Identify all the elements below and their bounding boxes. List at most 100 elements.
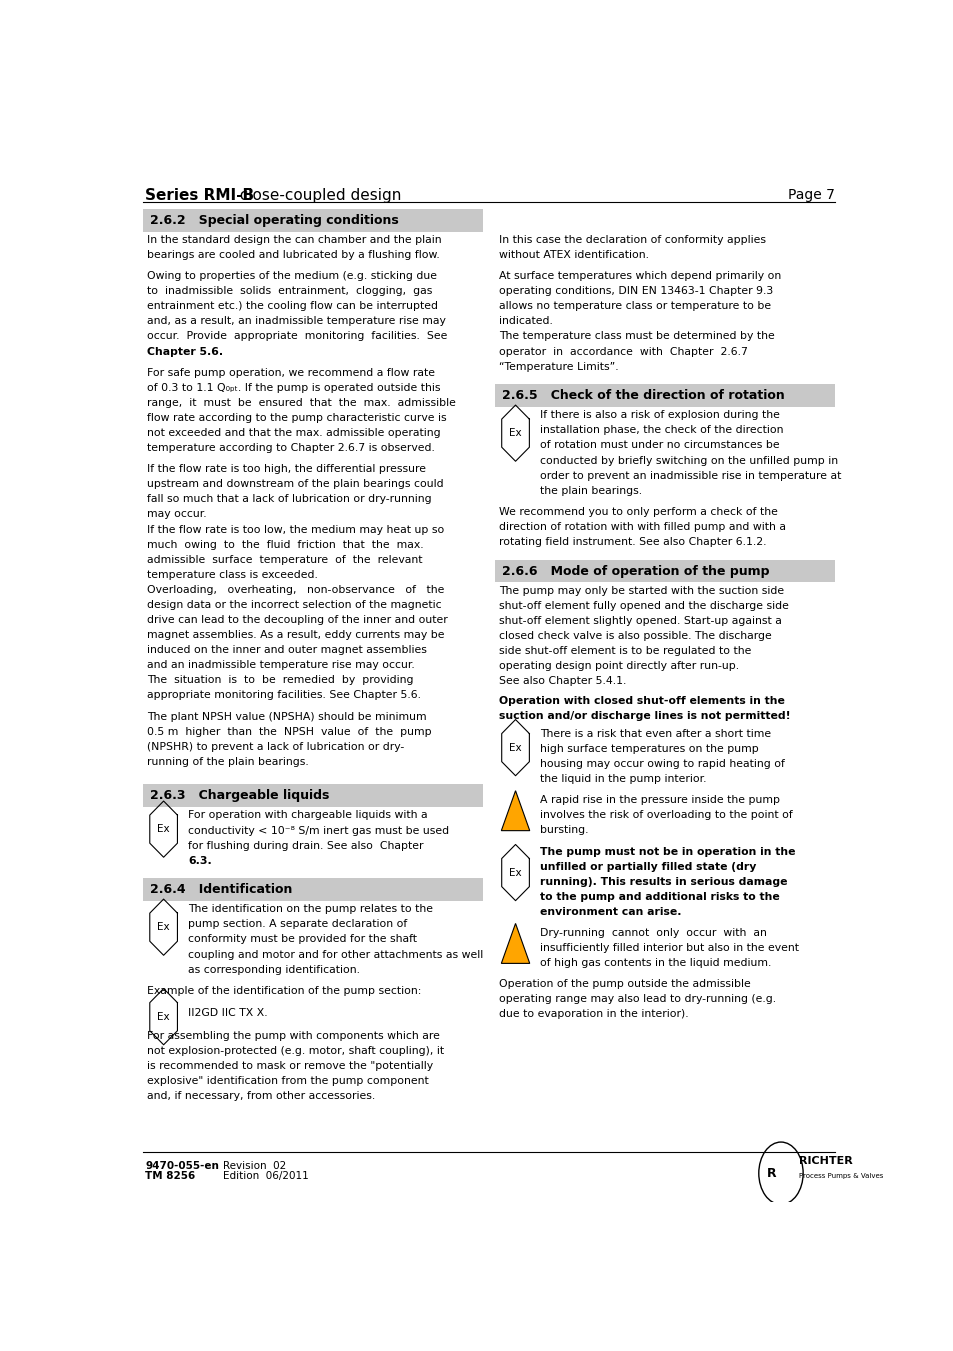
Text: temperature according to Chapter 2.6.7 is observed.: temperature according to Chapter 2.6.7 i…	[147, 443, 435, 453]
Text: close-coupled design: close-coupled design	[230, 188, 401, 203]
Text: For assembling the pump with components which are: For assembling the pump with components …	[147, 1031, 439, 1042]
Text: pump section. A separate declaration of: pump section. A separate declaration of	[188, 920, 407, 929]
Text: The  situation  is  to  be  remedied  by  providing: The situation is to be remedied by provi…	[147, 676, 414, 685]
Text: drive can lead to the decoupling of the inner and outer: drive can lead to the decoupling of the …	[147, 615, 448, 626]
Text: allows no temperature class or temperature to be: allows no temperature class or temperatu…	[498, 301, 771, 311]
Text: conducted by briefly switching on the unfilled pump in: conducted by briefly switching on the un…	[539, 455, 837, 466]
FancyBboxPatch shape	[495, 559, 834, 582]
Text: suction and/or discharge lines is not permitted!: suction and/or discharge lines is not pe…	[498, 711, 790, 721]
Text: The temperature class must be determined by the: The temperature class must be determined…	[498, 331, 774, 342]
Text: “Temperature Limits”.: “Temperature Limits”.	[498, 362, 618, 372]
Text: coupling and motor and for other attachments as well: coupling and motor and for other attachm…	[188, 950, 483, 959]
Text: design data or the incorrect selection of the magnetic: design data or the incorrect selection o…	[147, 600, 441, 609]
Text: of high gas contents in the liquid medium.: of high gas contents in the liquid mediu…	[539, 958, 771, 969]
Text: involves the risk of overloading to the point of: involves the risk of overloading to the …	[539, 811, 792, 820]
Text: admissible  surface  temperature  of  the  relevant: admissible surface temperature of the re…	[147, 555, 422, 565]
Text: flow rate according to the pump characteristic curve is: flow rate according to the pump characte…	[147, 413, 447, 423]
Text: Overloading,   overheating,   non-observance   of   the: Overloading, overheating, non-observance…	[147, 585, 444, 594]
Text: to the pump and additional risks to the: to the pump and additional risks to the	[539, 892, 779, 902]
Text: The plant NPSH value (NPSHA) should be minimum: The plant NPSH value (NPSHA) should be m…	[147, 712, 427, 721]
Text: In the standard design the can chamber and the plain: In the standard design the can chamber a…	[147, 235, 441, 245]
Text: In this case the declaration of conformity applies: In this case the declaration of conformi…	[498, 235, 765, 245]
Text: Ex: Ex	[509, 867, 521, 878]
Text: Revision  02: Revision 02	[222, 1161, 286, 1171]
Text: operating design point directly after run-up.: operating design point directly after ru…	[498, 661, 739, 671]
Text: The pump must not be in operation in the: The pump must not be in operation in the	[539, 847, 795, 857]
Text: Process Pumps & Valves: Process Pumps & Valves	[799, 1174, 882, 1179]
Text: Edition  06/2011: Edition 06/2011	[222, 1171, 308, 1181]
Text: and, if necessary, from other accessories.: and, if necessary, from other accessorie…	[147, 1092, 375, 1101]
Text: the plain bearings.: the plain bearings.	[539, 486, 641, 496]
Text: A rapid rise in the pressure inside the pump: A rapid rise in the pressure inside the …	[539, 796, 780, 805]
Text: appropriate monitoring facilities. See Chapter 5.6.: appropriate monitoring facilities. See C…	[147, 690, 421, 700]
Text: shut-off element slightly opened. Start-up against a: shut-off element slightly opened. Start-…	[498, 616, 781, 626]
Text: Ex: Ex	[157, 1012, 170, 1021]
Text: induced on the inner and outer magnet assemblies: induced on the inner and outer magnet as…	[147, 646, 427, 655]
Text: side shut-off element is to be regulated to the: side shut-off element is to be regulated…	[498, 646, 751, 657]
Text: the liquid in the pump interior.: the liquid in the pump interior.	[539, 774, 706, 784]
Text: II2GD IIC TX X.: II2GD IIC TX X.	[188, 1008, 268, 1019]
Text: Operation of the pump outside the admissible: Operation of the pump outside the admiss…	[498, 979, 750, 989]
Text: and an inadmissible temperature rise may occur.: and an inadmissible temperature rise may…	[147, 661, 415, 670]
Polygon shape	[501, 790, 529, 831]
Text: running of the plain bearings.: running of the plain bearings.	[147, 757, 309, 767]
Text: Owing to properties of the medium (e.g. sticking due: Owing to properties of the medium (e.g. …	[147, 272, 436, 281]
Text: unfilled or partially filled state (dry: unfilled or partially filled state (dry	[539, 862, 756, 871]
Text: order to prevent an inadmissible rise in temperature at: order to prevent an inadmissible rise in…	[539, 470, 841, 481]
Text: indicated.: indicated.	[498, 316, 553, 327]
Text: R: R	[766, 1167, 776, 1179]
Text: much  owing  to  the  fluid  friction  that  the  max.: much owing to the fluid friction that th…	[147, 539, 423, 550]
Text: 2.6.3   Chargeable liquids: 2.6.3 Chargeable liquids	[151, 789, 330, 802]
Text: to  inadmissible  solids  entrainment,  clogging,  gas: to inadmissible solids entrainment, clog…	[147, 286, 433, 296]
Text: If the flow rate is too low, the medium may heat up so: If the flow rate is too low, the medium …	[147, 524, 444, 535]
Text: Ex: Ex	[157, 923, 170, 932]
Text: 0.5 m  higher  than  the  NPSH  value  of  the  pump: 0.5 m higher than the NPSH value of the …	[147, 727, 432, 736]
Text: and, as a result, an inadmissible temperature rise may: and, as a result, an inadmissible temper…	[147, 316, 446, 327]
Text: Series RMI-B: Series RMI-B	[145, 188, 254, 203]
Text: 6.3.: 6.3.	[188, 855, 212, 866]
Text: Ex: Ex	[509, 743, 521, 753]
Text: 2.6.5   Check of the direction of rotation: 2.6.5 Check of the direction of rotation	[501, 389, 784, 403]
Text: running). This results in serious damage: running). This results in serious damage	[539, 877, 786, 886]
Text: rotating field instrument. See also Chapter 6.1.2.: rotating field instrument. See also Chap…	[498, 536, 766, 547]
Text: closed check valve is also possible. The discharge: closed check valve is also possible. The…	[498, 631, 771, 640]
Text: fall so much that a lack of lubrication or dry-running: fall so much that a lack of lubrication …	[147, 494, 432, 504]
Text: of rotation must under no circumstances be: of rotation must under no circumstances …	[539, 440, 779, 450]
Text: For safe pump operation, we recommend a flow rate: For safe pump operation, we recommend a …	[147, 367, 435, 378]
Text: explosive" identification from the pump component: explosive" identification from the pump …	[147, 1077, 429, 1086]
Text: conductivity < 10⁻⁸ S/m inert gas must be used: conductivity < 10⁻⁸ S/m inert gas must b…	[188, 825, 449, 835]
Text: Chapter 5.6.: Chapter 5.6.	[147, 347, 223, 357]
Text: Example of the identification of the pump section:: Example of the identification of the pum…	[147, 986, 421, 996]
Text: 2.6.2   Special operating conditions: 2.6.2 Special operating conditions	[151, 213, 398, 227]
Text: See also Chapter 5.4.1.: See also Chapter 5.4.1.	[498, 676, 626, 686]
Text: The identification on the pump relates to the: The identification on the pump relates t…	[188, 904, 433, 915]
Text: occur.  Provide  appropriate  monitoring  facilities.  See: occur. Provide appropriate monitoring fa…	[147, 331, 447, 342]
Text: without ATEX identification.: without ATEX identification.	[498, 250, 649, 259]
Text: 2.6.6   Mode of operation of the pump: 2.6.6 Mode of operation of the pump	[501, 565, 769, 577]
Text: as corresponding identification.: as corresponding identification.	[188, 965, 359, 974]
Text: range,  it  must  be  ensured  that  the  max.  admissible: range, it must be ensured that the max. …	[147, 397, 456, 408]
Text: high surface temperatures on the pump: high surface temperatures on the pump	[539, 744, 758, 754]
Text: 9470-055-en: 9470-055-en	[145, 1161, 219, 1171]
Text: At surface temperatures which depend primarily on: At surface temperatures which depend pri…	[498, 272, 781, 281]
Text: If the flow rate is too high, the differential pressure: If the flow rate is too high, the differ…	[147, 465, 426, 474]
Text: may occur.: may occur.	[147, 509, 207, 520]
Text: is recommended to mask or remove the "potentially: is recommended to mask or remove the "po…	[147, 1061, 433, 1071]
Text: upstream and downstream of the plain bearings could: upstream and downstream of the plain bea…	[147, 480, 443, 489]
Text: bursting.: bursting.	[539, 825, 588, 835]
Text: Ex: Ex	[157, 824, 170, 834]
Text: direction of rotation with with filled pump and with a: direction of rotation with with filled p…	[498, 521, 785, 532]
Text: RICHTER: RICHTER	[799, 1155, 852, 1166]
Text: not explosion-protected (e.g. motor, shaft coupling), it: not explosion-protected (e.g. motor, sha…	[147, 1046, 444, 1056]
Text: operating range may also lead to dry-running (e.g.: operating range may also lead to dry-run…	[498, 994, 776, 1004]
Text: (NPSHR) to prevent a lack of lubrication or dry-: (NPSHR) to prevent a lack of lubrication…	[147, 742, 404, 751]
Text: If there is also a risk of explosion during the: If there is also a risk of explosion dur…	[539, 411, 779, 420]
Text: 2.6.4   Identification: 2.6.4 Identification	[151, 884, 293, 896]
Text: The pump may only be started with the suction side: The pump may only be started with the su…	[498, 585, 783, 596]
Text: Operation with closed shut-off elements in the: Operation with closed shut-off elements …	[498, 696, 784, 705]
Text: due to evaporation in the interior).: due to evaporation in the interior).	[498, 1009, 688, 1020]
Text: operating conditions, DIN EN 13463-1 Chapter 9.3: operating conditions, DIN EN 13463-1 Cha…	[498, 286, 773, 296]
FancyBboxPatch shape	[143, 878, 482, 901]
Text: !: !	[513, 811, 517, 820]
FancyBboxPatch shape	[143, 785, 482, 808]
